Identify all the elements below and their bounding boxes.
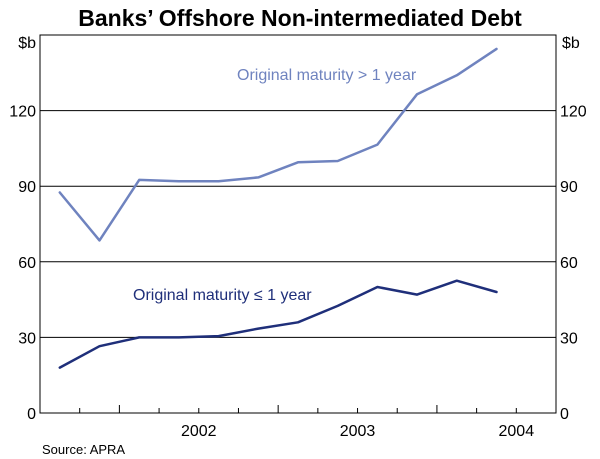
y-unit-left: $b [18,35,36,52]
y-tick-right-0: 0 [560,406,569,423]
y-tick-right-3: 90 [560,179,578,196]
x-tick-label-0: 2002 [181,423,217,440]
x-axis-ticks: 2002 2003 2004 [39,405,557,440]
x-tick-label-1: 2003 [340,423,376,440]
series-line-0 [58,47,498,242]
chart-title: Banks’ Offshore Non-intermediated Debt [78,5,522,31]
series-line-1 [58,279,498,369]
plot-frame [39,34,557,414]
y-tick-left-2: 60 [18,255,36,272]
series-lines [58,47,498,369]
y-tick-right-1: 30 [560,330,578,347]
series-label-long-maturity: Original maturity > 1 year [237,67,417,84]
series-label-short-maturity: Original maturity ≤ 1 year [133,287,312,304]
source-note: Source: APRA [42,442,125,457]
y-axis-labels: 0 0 30 30 60 60 90 90 120 120 [9,104,587,423]
y-tick-left-1: 30 [18,330,36,347]
y-tick-left-3: 90 [18,179,36,196]
y-tick-right-2: 60 [560,255,578,272]
x-tick-label-2: 2004 [499,423,535,440]
y-tick-left-4: 120 [9,104,36,121]
y-tick-left-0: 0 [27,406,36,423]
y-unit-right: $b [562,35,580,52]
y-tick-right-4: 120 [560,104,587,121]
gridlines [40,110,556,338]
